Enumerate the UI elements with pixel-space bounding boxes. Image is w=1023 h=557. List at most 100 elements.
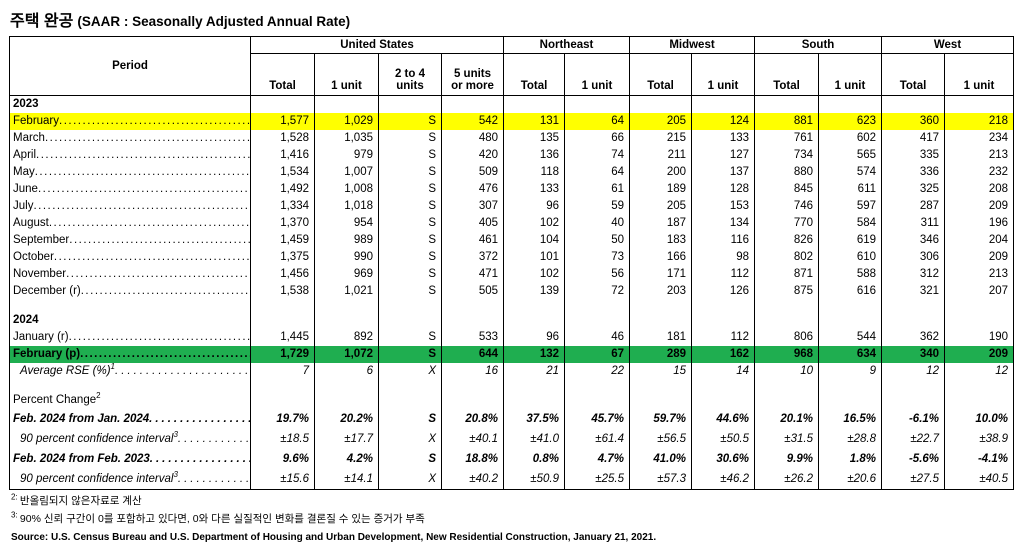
value-cell [441, 300, 504, 312]
value-cell: 325 [881, 181, 945, 198]
value-cell: 232 [944, 164, 1014, 181]
value-cell: 96 [503, 198, 565, 215]
table-row: November 1,456969S47110256171112871588312… [10, 266, 1014, 283]
value-cell: 0.8% [503, 449, 565, 469]
value-cell: 132 [503, 346, 565, 363]
table-row: 90 percent confidence interval3 ±15.6±14.… [10, 469, 1014, 490]
value-cell: 102 [503, 266, 565, 283]
value-cell [441, 392, 504, 409]
value-cell: ±14.1 [314, 469, 379, 490]
value-cell: 189 [629, 181, 692, 198]
value-cell: 1,021 [314, 283, 379, 300]
value-cell: 471 [441, 266, 504, 283]
row-label-superscript: 1 [110, 363, 115, 372]
row-label-superscript: 3 [173, 470, 178, 480]
period-cell: 90 percent confidence interval3 [10, 469, 251, 490]
value-cell: 1,370 [250, 215, 315, 232]
row-label-superscript: 3 [173, 430, 178, 440]
value-cell: 1,008 [314, 181, 379, 198]
value-cell: 7 [250, 363, 315, 380]
column-header: 5 units or more [441, 53, 504, 96]
value-cell [754, 392, 819, 409]
table-row: September 1,459989S4611045018311682661934… [10, 232, 1014, 249]
column-header: Total [629, 53, 692, 96]
period-cell: 2023 [10, 96, 251, 114]
value-cell: ±50.9 [503, 469, 565, 490]
value-cell: 15 [629, 363, 692, 380]
value-cell: 12 [944, 363, 1014, 380]
value-cell [378, 300, 442, 312]
value-cell [754, 95, 819, 113]
period-cell: December (r) [10, 283, 251, 300]
value-cell: -6.1% [881, 409, 945, 429]
value-cell: 1,456 [250, 266, 315, 283]
value-cell: 623 [817, 113, 882, 130]
value-cell: 417 [881, 130, 945, 147]
value-cell: 770 [754, 215, 819, 232]
value-cell: 127 [691, 147, 755, 164]
value-cell: 112 [691, 329, 755, 346]
value-cell [314, 380, 379, 392]
value-cell: ±18.5 [250, 429, 315, 449]
value-cell [817, 300, 882, 312]
table-row: 90 percent confidence interval3 ±18.5±17.… [10, 429, 1014, 449]
value-cell: 871 [754, 266, 819, 283]
value-cell: S [378, 215, 442, 232]
value-cell: 213 [944, 266, 1014, 283]
dot-leader [115, 365, 250, 377]
value-cell: -5.6% [881, 449, 945, 469]
value-cell: 59.7% [629, 409, 692, 429]
value-cell [314, 95, 379, 113]
value-cell: 979 [314, 147, 379, 164]
dot-leader [36, 149, 250, 161]
footnote-marker: 3: [11, 510, 20, 520]
value-cell: ±57.3 [629, 469, 692, 490]
value-cell: 574 [817, 164, 882, 181]
value-cell: S [378, 130, 442, 147]
period-cell: November [10, 266, 251, 283]
value-cell: 1,035 [314, 130, 379, 147]
value-cell: 135 [503, 130, 565, 147]
value-cell: ±17.7 [314, 429, 379, 449]
row-label: May [10, 166, 250, 178]
value-cell: 116 [691, 232, 755, 249]
value-cell: ±25.5 [564, 469, 630, 490]
dot-leader [33, 200, 250, 212]
value-cell: 1,007 [314, 164, 379, 181]
value-cell: ±31.5 [754, 429, 819, 449]
period-cell [10, 300, 251, 312]
value-cell: 133 [691, 130, 755, 147]
value-cell [503, 95, 565, 113]
value-cell: 287 [881, 198, 945, 215]
value-cell: ±40.1 [441, 429, 504, 449]
value-cell [817, 312, 882, 329]
value-cell: 734 [754, 147, 819, 164]
value-cell: 45.7% [564, 409, 630, 429]
value-cell: 196 [944, 215, 1014, 232]
table-row: Percent Change2 [10, 392, 1014, 409]
value-cell: X [378, 363, 442, 380]
value-cell [691, 312, 755, 329]
value-cell: S [378, 147, 442, 164]
value-cell [441, 312, 504, 329]
value-cell: 66 [564, 130, 630, 147]
period-cell: Feb. 2024 from Feb. 2023 [10, 449, 251, 469]
value-cell: 4.2% [314, 449, 379, 469]
dot-leader [149, 413, 250, 425]
page-title: 주택 완공 (SAAR : Seasonally Adjusted Annual … [10, 7, 1014, 31]
period-cell: May [10, 164, 251, 181]
value-cell: ±50.5 [691, 429, 755, 449]
value-cell [564, 312, 630, 329]
value-cell: 205 [629, 198, 692, 215]
value-cell: 6 [314, 363, 379, 380]
value-cell: 98 [691, 249, 755, 266]
value-cell: 209 [944, 198, 1014, 215]
value-cell: 611 [817, 181, 882, 198]
dot-leader [45, 132, 250, 144]
value-cell: S [378, 181, 442, 198]
period-cell: Average RSE (%)1 [10, 363, 251, 380]
value-cell: 881 [754, 113, 819, 130]
footnotes: 2: 반올림되지 않은자료로 계산 3: 90% 신뢰 구간이 0를 포함하고 있… [9, 493, 1014, 526]
value-cell [250, 95, 315, 113]
